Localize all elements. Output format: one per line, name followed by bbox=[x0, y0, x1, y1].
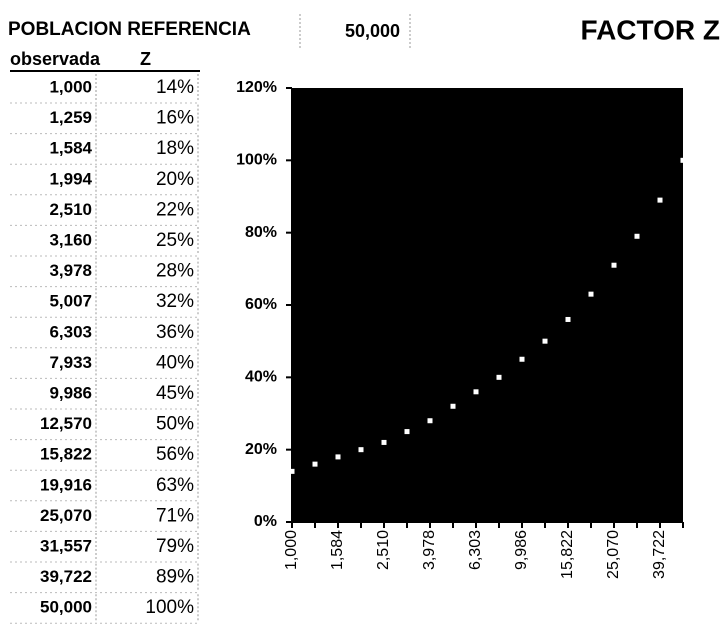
marker bbox=[680, 157, 686, 163]
marker bbox=[404, 429, 410, 435]
cell-observada: 12,570 bbox=[40, 414, 92, 433]
cell-observada: 3,160 bbox=[49, 230, 92, 249]
x-tick-label: 1,000 bbox=[283, 530, 300, 570]
cell-observada: 2,510 bbox=[49, 200, 92, 219]
marker bbox=[588, 291, 594, 297]
y-tick-label: 40% bbox=[245, 369, 277, 386]
x-tick-label: 2,510 bbox=[375, 530, 392, 570]
cell-z: 79% bbox=[156, 536, 194, 557]
cell-z: 63% bbox=[156, 475, 194, 496]
cell-z: 28% bbox=[156, 261, 194, 282]
marker bbox=[335, 454, 341, 460]
marker bbox=[450, 403, 456, 409]
cell-z: 32% bbox=[156, 291, 194, 312]
cell-z: 89% bbox=[156, 567, 194, 588]
cell-observada: 1,259 bbox=[49, 108, 92, 127]
x-tick-label: 15,822 bbox=[559, 530, 576, 579]
cell-z: 16% bbox=[156, 108, 194, 129]
marker bbox=[473, 389, 479, 395]
marker bbox=[634, 233, 640, 239]
y-tick-label: 60% bbox=[245, 296, 277, 313]
cell-observada: 1,584 bbox=[49, 139, 92, 158]
marker bbox=[657, 197, 663, 203]
header-factor: FACTOR Z bbox=[581, 14, 720, 45]
cell-observada: 5,007 bbox=[49, 292, 92, 311]
x-tick-label: 9,986 bbox=[513, 530, 530, 570]
cell-z: 45% bbox=[156, 383, 194, 404]
cell-observada: 39,722 bbox=[40, 567, 92, 586]
cell-observada: 19,916 bbox=[40, 475, 92, 494]
cell-z: 18% bbox=[156, 138, 194, 159]
y-tick-label: 120% bbox=[236, 79, 277, 96]
cell-observada: 15,822 bbox=[40, 445, 92, 464]
cell-z: 50% bbox=[156, 414, 194, 435]
y-tick-label: 0% bbox=[254, 513, 277, 530]
header-title: POBLACION REFERENCIA bbox=[8, 19, 251, 40]
column-header: Z bbox=[140, 49, 151, 69]
cell-z: 71% bbox=[156, 505, 194, 526]
cell-z: 14% bbox=[156, 77, 194, 98]
cell-observada: 25,070 bbox=[40, 506, 92, 525]
marker bbox=[381, 439, 387, 445]
y-tick-label: 20% bbox=[245, 441, 277, 458]
x-tick-label: 39,722 bbox=[651, 530, 668, 579]
cell-observada: 31,557 bbox=[40, 536, 92, 555]
marker bbox=[427, 418, 433, 424]
marker bbox=[496, 374, 502, 380]
marker bbox=[358, 447, 364, 453]
cell-z: 25% bbox=[156, 230, 194, 251]
cell-z: 100% bbox=[145, 597, 194, 618]
cell-z: 22% bbox=[156, 199, 194, 220]
marker bbox=[312, 461, 318, 467]
header-reference: 50,000 bbox=[345, 21, 400, 41]
marker bbox=[519, 356, 525, 362]
cell-observada: 3,978 bbox=[49, 261, 92, 280]
x-tick-label: 25,070 bbox=[605, 530, 622, 579]
y-tick-label: 100% bbox=[236, 152, 277, 169]
cell-observada: 50,000 bbox=[40, 598, 92, 617]
cell-observada: 7,933 bbox=[49, 353, 92, 372]
cell-observada: 1,000 bbox=[49, 77, 92, 96]
marker bbox=[611, 262, 617, 268]
cell-observada: 1,994 bbox=[49, 169, 92, 188]
cell-z: 20% bbox=[156, 169, 194, 190]
column-header: observada bbox=[10, 49, 101, 69]
cell-observada: 9,986 bbox=[49, 383, 92, 402]
x-tick-label: 1,584 bbox=[329, 530, 346, 570]
cell-z: 40% bbox=[156, 352, 194, 373]
x-tick-label: 6,303 bbox=[467, 530, 484, 570]
plot-area bbox=[292, 88, 683, 522]
cell-z: 36% bbox=[156, 322, 194, 343]
cell-z: 56% bbox=[156, 444, 194, 465]
cell-observada: 6,303 bbox=[49, 322, 92, 341]
y-tick-label: 80% bbox=[245, 224, 277, 241]
x-tick-label: 3,978 bbox=[421, 530, 438, 570]
marker bbox=[542, 338, 548, 344]
marker bbox=[289, 468, 295, 474]
marker bbox=[565, 316, 571, 322]
